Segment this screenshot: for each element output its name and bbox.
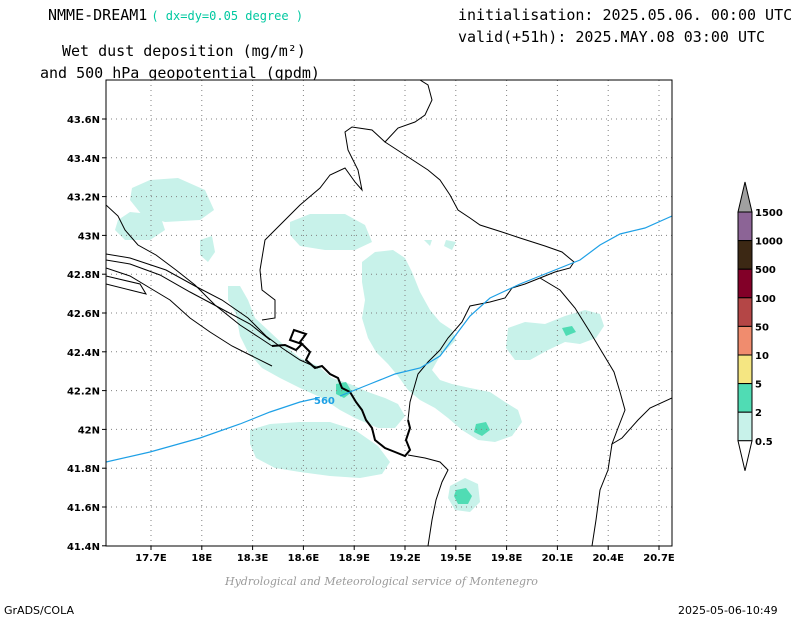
colorbar-swatch	[737, 383, 753, 413]
colorbar-level-label: 50	[755, 322, 769, 333]
colorbar-swatch	[737, 325, 753, 356]
lat-tick-label: 43.6N	[67, 115, 100, 126]
colorbar-level-label: 500	[755, 265, 776, 276]
lon-tick-label: 19.8E	[491, 553, 523, 564]
colorbar-top-arrow	[737, 181, 753, 213]
lon-tick-label: 20.1E	[542, 553, 574, 564]
colorbar-level-label: 2	[755, 408, 762, 419]
lon-tick-label: 18.9E	[338, 553, 370, 564]
lon-tick-label: 19.2E	[389, 553, 421, 564]
colorbar-swatch	[737, 268, 753, 299]
colorbar-level-label: 1000	[755, 237, 783, 248]
colorbar-swatch	[737, 354, 753, 385]
variable-title-line1: Wet dust deposition (mg/m²)	[62, 42, 306, 60]
dust-fill-light	[115, 178, 604, 512]
lat-tick-label: 41.8N	[67, 464, 100, 475]
model-title: NMME-DREAM1( dx=dy=0.05 degree )	[48, 6, 303, 24]
colorbar-swatch	[737, 211, 753, 242]
colorbar-level-label: 1500	[755, 208, 783, 219]
colorbar-swatch	[737, 240, 753, 270]
colorbar-level-label: 100	[755, 294, 776, 305]
lon-tick-label: 18.6E	[288, 553, 320, 564]
lon-tick-label: 19.5E	[440, 553, 472, 564]
geopotential-contour-560	[106, 215, 672, 463]
lon-tick-label: 18.3E	[237, 553, 269, 564]
colorbar-swatch	[737, 297, 753, 327]
colorbar-legend: 1500 1000 500 100 50 10 5 2 0.5	[737, 181, 783, 471]
colorbar-level-label: 0.5	[755, 437, 773, 448]
lon-tick-label: 17.7E	[135, 553, 167, 564]
lat-tick-label: 42.6N	[67, 309, 100, 320]
lon-tick-label: 20.4E	[592, 553, 624, 564]
colorbar-level-label: 5	[755, 380, 762, 391]
contour-label: 560	[314, 396, 335, 407]
generation-timestamp: 2025-05-06-10:49	[678, 604, 778, 617]
lat-tick-label: 41.6N	[67, 503, 100, 514]
colorbar-level-label: 10	[755, 351, 769, 362]
model-resolution: ( dx=dy=0.05 degree )	[151, 9, 304, 23]
lat-tick-label: 43.4N	[67, 154, 100, 165]
lat-tick-label: 43.2N	[67, 193, 100, 204]
colorbar-swatch	[737, 411, 753, 442]
lat-tick-label: 42N	[78, 425, 100, 436]
init-time: initialisation: 2025.05.06. 00:00 UTC	[458, 6, 793, 24]
lat-tick-label: 42.2N	[67, 387, 100, 398]
model-name: NMME-DREAM1	[48, 6, 148, 24]
longitude-axis: 17.7E 18E 18.3E 18.6E 18.9E 19.2E 19.5E 19.8E 20…	[135, 546, 675, 564]
lon-tick-label: 20.7E	[643, 553, 675, 564]
variable-title-line2: and 500 hPa geopotential (gpdm)	[40, 64, 320, 82]
lat-tick-label: 42.8N	[67, 270, 100, 281]
lat-tick-label: 43N	[78, 231, 100, 242]
lat-tick-label: 41.4N	[67, 542, 100, 553]
montenegro-coastline	[271, 328, 412, 458]
colorbar-bottom-arrow	[737, 440, 753, 471]
credit-text: Hydrological and Meteorological service …	[225, 575, 538, 588]
software-label: GrADS/COLA	[4, 604, 74, 617]
latitude-axis: 43.6N 43.4N 43.2N 43N 42.8N 42.6N 42.4N 42.2N 42…	[67, 115, 106, 553]
lon-tick-label: 18E	[191, 553, 212, 564]
coastlines-borders	[106, 80, 672, 546]
lat-tick-label: 42.4N	[67, 348, 100, 359]
valid-time: valid(+51h): 2025.MAY.08 03:00 UTC	[458, 28, 766, 46]
